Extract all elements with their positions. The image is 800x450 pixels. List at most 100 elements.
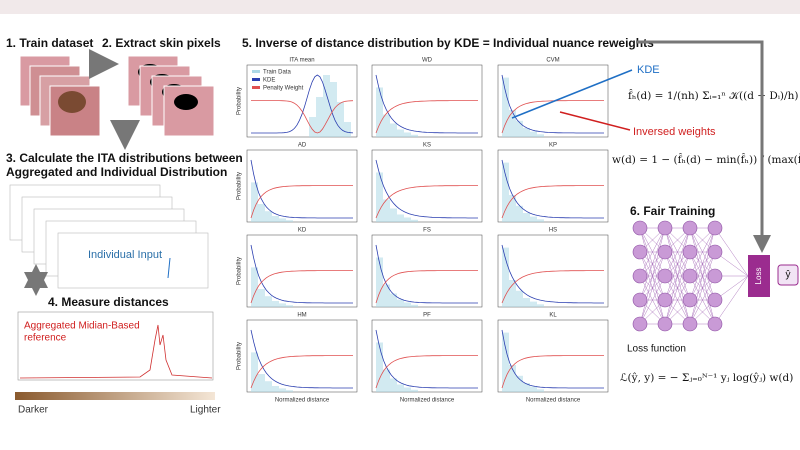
lesion (58, 91, 86, 113)
section-title: 5. Inverse of distance distribution by K… (242, 36, 654, 50)
network-node (657, 220, 673, 236)
network-edge (639, 227, 666, 325)
loss-title: Loss function (627, 344, 686, 355)
kde-curve (250, 244, 353, 304)
histogram-bar (397, 214, 404, 222)
network-node (632, 244, 648, 260)
aggregated-reference: reference (24, 333, 67, 344)
flow-arrow (636, 40, 771, 253)
histogram-bar (516, 205, 523, 222)
histogram-bar (337, 102, 344, 137)
histogram-bar (411, 389, 418, 392)
legend-label: Penalty Weight (263, 86, 304, 92)
histogram-bar (376, 172, 383, 222)
legend-swatch (252, 78, 260, 81)
histogram-bar (523, 298, 530, 307)
histogram-bar (258, 204, 265, 222)
individual-input: Individual Input (88, 249, 162, 261)
histogram-bar (516, 375, 523, 392)
network-node (682, 220, 698, 236)
loss-box (748, 255, 770, 297)
network-node (682, 292, 698, 308)
histogram-bar (509, 110, 516, 137)
network-edge (689, 275, 716, 325)
penalty-curve (501, 355, 604, 389)
loss-formula: ℒ(ŷ, y) = − Σⱼ₌₀ᴺ⁻¹ yⱼ log(ŷⱼ) w(d) (620, 371, 793, 384)
histogram-bar (279, 303, 286, 307)
kde-curve (501, 159, 604, 219)
histogram-bar (411, 304, 418, 307)
histogram-bar (537, 304, 544, 307)
histogram-bar (286, 220, 293, 222)
histogram-bar (516, 120, 523, 137)
network-edge (714, 227, 749, 277)
network-node (632, 292, 648, 308)
network-node (707, 244, 723, 260)
step-label: 4. Measure distances (48, 295, 169, 309)
penalty-curve (501, 270, 604, 304)
histogram-bar (411, 134, 418, 137)
histogram-bar (537, 219, 544, 222)
penalty-curve (250, 355, 353, 389)
histogram-bar (383, 369, 390, 392)
kde-formula: f̂ₕ(d) = 1/(nh) Σᵢ₌₁ⁿ 𝒦((d − Dᵢ)/h) (628, 89, 798, 102)
network-node (657, 292, 673, 308)
histogram-bar (530, 386, 537, 392)
histogram-bar (258, 374, 265, 392)
aggregated-reference: Aggregated Midian-Based (24, 321, 140, 332)
legend-swatch (252, 86, 260, 89)
histogram-bar (537, 134, 544, 137)
legend-swatch (252, 70, 260, 73)
penalty-curve (501, 185, 604, 219)
histogram-bar (523, 213, 530, 222)
network-edge (639, 251, 666, 325)
masked-region (174, 94, 198, 110)
y-axis-label: Probability (237, 87, 243, 115)
kde-curve (501, 244, 604, 304)
histogram-bar (376, 87, 383, 137)
chart-title: CVM (546, 58, 559, 64)
histogram-bar (390, 378, 397, 392)
histogram-bar (272, 301, 279, 307)
kde-arrow (511, 69, 633, 119)
histogram-bar (265, 211, 272, 222)
darker-label: Darker (18, 405, 49, 416)
histogram-bar (390, 123, 397, 137)
histogram-bar (516, 290, 523, 307)
histogram-bar (286, 390, 293, 392)
histogram-bar (265, 296, 272, 307)
histogram-bar (265, 381, 272, 392)
skin-image (163, 85, 215, 137)
network-edge (664, 251, 691, 325)
kde-label: KDE (637, 64, 660, 76)
histogram-bar (383, 284, 390, 307)
histogram-bar (272, 216, 279, 222)
histogram-bar (404, 132, 411, 137)
histogram-bar (523, 128, 530, 137)
y-axis-label: Probability (237, 172, 243, 200)
network-edge (689, 227, 716, 277)
chart-title: HS (549, 228, 557, 234)
kde-curve (375, 74, 478, 134)
histogram-bar (411, 219, 418, 222)
network-edge (639, 275, 666, 325)
network-node (632, 220, 648, 236)
x-axis-label: Normalized distance (400, 398, 455, 404)
step-label: 1. Train dataset (6, 36, 93, 50)
network-node (657, 268, 673, 284)
kde-curve (250, 159, 353, 219)
histogram-bar (530, 131, 537, 137)
network-edge (664, 275, 691, 325)
network-edge (664, 227, 691, 277)
lighter-label: Lighter (190, 405, 221, 416)
network-edge (639, 227, 666, 301)
histogram-bar (397, 129, 404, 137)
y-axis-label: Probability (237, 257, 243, 285)
x-axis-label: Normalized distance (275, 398, 330, 404)
output-box (777, 264, 799, 286)
histogram-bar (258, 289, 265, 307)
histogram-bar (383, 114, 390, 137)
histogram-bar (523, 383, 530, 392)
spike (167, 257, 171, 279)
chart-title: HM (297, 313, 306, 319)
